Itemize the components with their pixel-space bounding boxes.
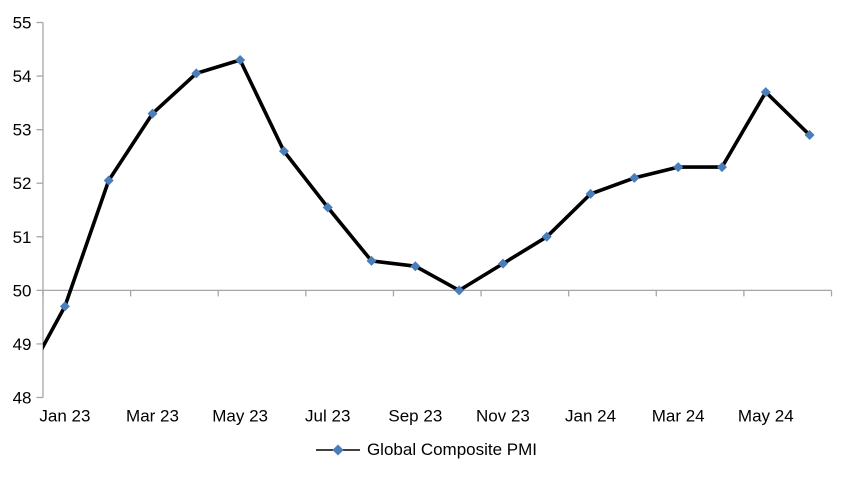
x-axis-label: Sep 23	[388, 407, 442, 426]
x-axis-label: May 23	[212, 407, 268, 426]
data-point-marker	[673, 162, 684, 173]
y-axis-label: 52	[13, 174, 32, 193]
data-point-marker	[541, 231, 552, 242]
data-point-marker	[278, 146, 289, 157]
y-axis-label: 53	[13, 121, 32, 140]
data-point-marker	[585, 188, 596, 199]
series-group	[43, 55, 815, 351]
legend-key-line-diamond-icon	[315, 444, 360, 456]
y-axis-label: 48	[13, 389, 32, 408]
pmi-line-chart-plot: 55 54 53 52 51 50 49 48 Jan 23 Mar 23 May 23 Jul 23…	[13, 14, 833, 426]
pmi-series-line	[43, 58, 812, 351]
x-axis-label: Jan 24	[565, 407, 616, 426]
legend-key-diamond-icon	[332, 444, 344, 456]
data-point-marker	[147, 108, 158, 119]
data-point-marker	[760, 87, 771, 98]
y-axis-label: 51	[13, 228, 32, 247]
chart-legend: Global Composite PMI	[0, 440, 852, 460]
data-point-marker	[322, 202, 333, 213]
data-point-marker	[191, 68, 202, 79]
data-point-marker	[235, 55, 246, 65]
data-point-marker	[366, 255, 377, 266]
data-point-marker	[497, 258, 508, 269]
data-point-marker	[59, 301, 70, 312]
data-point-marker	[629, 172, 640, 183]
y-axis-label: 49	[13, 335, 32, 354]
data-point-marker	[804, 130, 815, 140]
x-axis-label: May 24	[738, 407, 794, 426]
y-axis-label: 50	[13, 281, 32, 300]
y-axis-label: 54	[13, 67, 32, 86]
x-axis-label: Mar 23	[126, 407, 179, 426]
x-axis-label: Jul 23	[305, 407, 350, 426]
data-point-marker	[454, 285, 465, 296]
data-point-marker	[716, 162, 727, 173]
legend-label: Global Composite PMI	[366, 440, 538, 459]
data-point-marker	[410, 261, 421, 272]
data-point-marker	[103, 175, 114, 186]
x-axis-label: Mar 24	[652, 407, 705, 426]
y-axis-label: 55	[13, 14, 32, 33]
x-axis-label: Jan 23	[39, 407, 90, 426]
x-axis-label: Nov 23	[476, 407, 530, 426]
